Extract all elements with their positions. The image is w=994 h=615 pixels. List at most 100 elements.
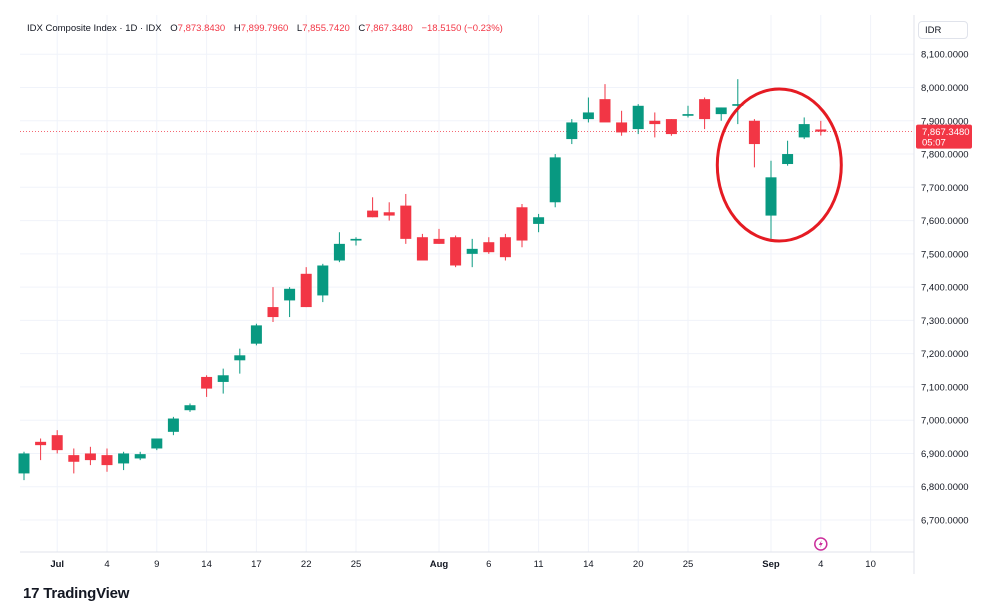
tradingview-logo-icon: 17	[23, 585, 40, 602]
last-price-badge	[916, 124, 972, 149]
lightning-icon	[818, 540, 823, 548]
candle-body	[317, 265, 329, 296]
y-tick-label: 7,800.0000	[921, 150, 969, 161]
candle-body	[300, 273, 312, 308]
candle-body	[201, 376, 213, 389]
candle-body	[450, 237, 462, 266]
candle-body	[815, 129, 827, 132]
candle-body	[632, 105, 644, 130]
x-tick-label: 25	[683, 559, 694, 570]
candle-body	[582, 112, 594, 120]
candle-body	[533, 217, 545, 224]
brand-name: TradingView	[43, 585, 130, 602]
candle-body	[699, 99, 711, 120]
candle-body	[798, 124, 810, 138]
x-tick-label: 14	[583, 559, 594, 570]
candle-body	[765, 177, 777, 216]
candle-body	[250, 325, 262, 344]
candle-body	[566, 122, 578, 140]
candle-body	[167, 418, 179, 432]
candle-body	[715, 107, 727, 115]
annotation-circle	[715, 87, 843, 243]
candle-body	[433, 238, 445, 244]
change-value: −18.5150 (−0.23%)	[421, 23, 503, 34]
y-tick-label: 7,900.0000	[921, 116, 969, 127]
y-tick-label: 8,100.0000	[921, 50, 969, 61]
high-value: 7,899.7960	[240, 23, 289, 34]
candle-body	[68, 455, 80, 462]
x-tick-label: 17	[251, 559, 262, 570]
y-tick-label: 6,900.0000	[921, 449, 969, 460]
x-tick-label: 22	[301, 559, 312, 570]
y-tick-label: 7,100.0000	[921, 382, 969, 393]
candle-body	[466, 248, 478, 254]
candle-body	[18, 453, 30, 474]
candle-body	[234, 355, 246, 361]
y-tick-label: 7,500.0000	[921, 249, 969, 260]
y-tick-label: 7,700.0000	[921, 183, 969, 194]
candle-body	[151, 438, 163, 449]
x-tick-label: Jul	[50, 559, 64, 570]
currency-selector[interactable]: IDR	[918, 21, 968, 39]
x-tick-label: 11	[534, 559, 544, 570]
candle-body	[499, 237, 511, 258]
candle-body	[665, 119, 677, 135]
y-tick-label: 7,400.0000	[921, 283, 969, 294]
candle-body	[748, 120, 760, 145]
y-tick-label: 7,600.0000	[921, 216, 969, 227]
y-tick-label: 7,000.0000	[921, 416, 969, 427]
x-tick-label: Sep	[762, 559, 780, 570]
candle-body	[732, 104, 744, 106]
close-label: C	[358, 23, 366, 34]
candle-body	[383, 212, 395, 216]
low-value: 7,855.7420	[302, 23, 350, 34]
close-value: 7,867.3480	[365, 23, 413, 34]
low-label: L	[296, 23, 303, 34]
high-label: H	[233, 23, 241, 34]
x-tick-label: 20	[633, 559, 644, 570]
x-tick-label: 4	[104, 559, 109, 570]
y-tick-label: 7,300.0000	[921, 316, 969, 327]
x-tick-label: 25	[351, 559, 362, 570]
symbol-title: IDX Composite Index · 1D · IDX	[27, 23, 162, 34]
y-tick-label: 6,800.0000	[921, 482, 969, 493]
candle-body	[184, 405, 196, 411]
chart-legend: IDX Composite Index · 1D · IDX O7,873.84…	[27, 23, 503, 34]
candle-body	[649, 120, 661, 125]
candle-body	[101, 455, 113, 466]
candle-body	[367, 210, 379, 218]
candle-body	[599, 99, 611, 123]
y-tick-label: 7,200.0000	[921, 349, 969, 360]
y-tick-label: 6,700.0000	[921, 516, 969, 527]
open-label: O	[170, 23, 178, 34]
candle-body	[84, 453, 96, 461]
candle-body	[549, 157, 561, 203]
last-price-value: 7,867.3480	[922, 127, 970, 138]
candle-body	[416, 237, 428, 261]
x-tick-label: 6	[486, 559, 491, 570]
candle-body	[118, 453, 130, 464]
candle-body	[51, 435, 63, 451]
candle-body	[782, 154, 794, 165]
x-tick-label: 9	[154, 559, 159, 570]
x-tick-label: 10	[865, 559, 876, 570]
candle-body	[35, 441, 47, 446]
candle-body	[134, 454, 146, 459]
candle-body	[483, 242, 495, 253]
candle-body	[284, 288, 296, 301]
tradingview-brand[interactable]: 17 TradingView	[23, 585, 129, 602]
y-tick-label: 8,000.0000	[921, 83, 969, 94]
candle-body	[616, 122, 628, 133]
x-tick-label: Aug	[430, 559, 449, 570]
candle-body	[400, 205, 412, 239]
x-tick-label: 14	[201, 559, 212, 570]
open-value: 7,873.8430	[177, 23, 226, 34]
candle-body	[267, 307, 279, 318]
candle-body	[682, 114, 694, 116]
x-tick-label: 4	[818, 559, 823, 570]
candle-body	[333, 243, 345, 261]
countdown-value: 05:07	[922, 138, 946, 149]
candle-body	[350, 238, 362, 241]
candle-body	[217, 375, 229, 382]
